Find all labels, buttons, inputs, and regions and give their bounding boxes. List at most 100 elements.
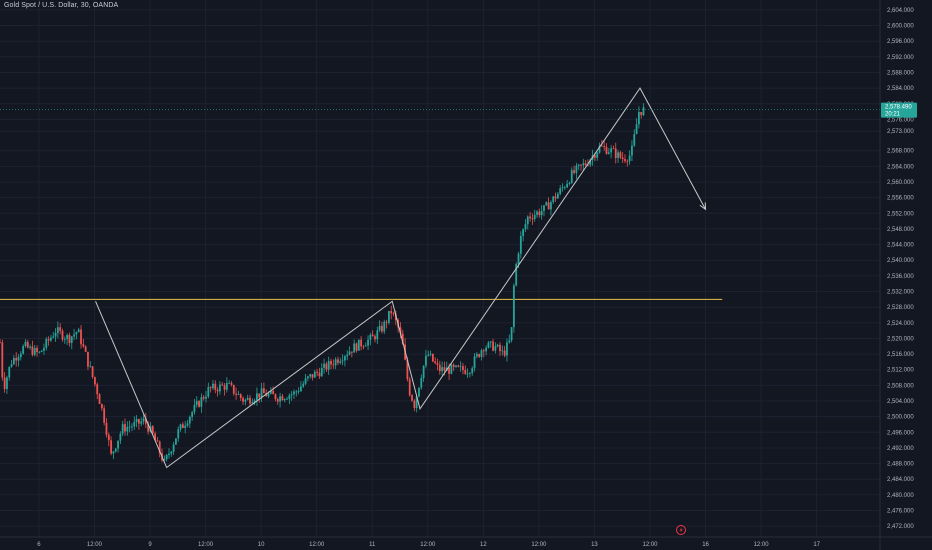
y-tick-label: 2,600.000	[887, 24, 914, 30]
y-tick-label: 2,568.000	[887, 149, 914, 155]
candle-body	[619, 152, 622, 158]
y-tick-label: 2,564.000	[887, 164, 914, 170]
candle-body	[420, 378, 423, 388]
candle-body	[607, 152, 610, 154]
candle-body	[339, 361, 342, 363]
candle-body	[415, 396, 418, 409]
candle-body	[52, 336, 55, 338]
candle-body	[286, 398, 288, 400]
y-tick-label: 2,548.000	[887, 227, 914, 233]
candle-body	[193, 404, 196, 413]
candle-body	[538, 211, 541, 216]
candle-body	[466, 373, 469, 375]
candle-body	[114, 448, 117, 452]
candle-body	[582, 163, 585, 166]
y-tick-label: 2,556.000	[887, 196, 914, 202]
candle-body	[594, 155, 596, 158]
candle-body	[501, 350, 504, 352]
candle-body	[29, 346, 31, 348]
candle-body	[554, 196, 557, 199]
candle-body	[633, 134, 636, 146]
candle-body	[198, 401, 200, 407]
candle-body	[251, 402, 254, 404]
candle-body	[117, 440, 119, 449]
candle-body	[94, 377, 96, 385]
candle-body	[91, 366, 94, 378]
y-tick-label: 2,528.000	[887, 305, 914, 311]
candle-body	[96, 384, 99, 395]
candle-body	[580, 164, 582, 166]
candle-body	[626, 160, 629, 162]
candle-body	[434, 361, 437, 364]
grid-layer	[0, 0, 880, 537]
candle-body	[209, 387, 212, 389]
candle-body	[589, 159, 592, 165]
x-tick-label: 12:00	[198, 542, 214, 548]
candle-body	[473, 356, 476, 369]
x-tick-label: 12:00	[531, 542, 547, 548]
candle-body	[621, 157, 624, 160]
candle-body	[526, 216, 529, 225]
candle-body	[36, 347, 38, 353]
candle-body	[216, 389, 219, 392]
candle-body	[249, 397, 251, 404]
y-tick-label: 2,604.000	[887, 8, 914, 14]
candle-body	[151, 426, 154, 434]
candle-body	[75, 332, 78, 335]
candle-body	[348, 351, 351, 355]
candle-body	[563, 187, 566, 189]
time-axis[interactable]: 6 12:00 9 12:00 10 12:00 11 12:00 12 12:00 13 12:00…	[0, 536, 932, 548]
candle-body	[364, 345, 367, 347]
candle-body	[385, 321, 388, 323]
candle-body	[165, 455, 168, 460]
candle-body	[487, 342, 490, 348]
candle-body	[499, 344, 501, 352]
candle-body	[637, 112, 640, 125]
candle-body	[38, 351, 41, 353]
candle-body	[306, 376, 309, 379]
y-tick-label: 2,592.000	[887, 55, 914, 61]
candle-body	[381, 325, 383, 332]
candle-body	[318, 372, 321, 377]
candle-body	[459, 366, 462, 368]
candle-body	[168, 453, 170, 456]
candle-body	[332, 364, 335, 366]
y-tick-label: 2,588.000	[887, 70, 914, 76]
candle-body	[311, 374, 314, 378]
candle-body	[140, 421, 143, 424]
candle-body	[24, 341, 27, 347]
candle-body	[316, 371, 319, 373]
candle-body	[480, 350, 483, 357]
candle-body	[230, 382, 233, 385]
x-tick-label: 12:00	[642, 542, 658, 548]
candle-body	[471, 368, 474, 374]
candle-body	[188, 416, 191, 424]
y-tick-label: 2,532.000	[887, 290, 914, 296]
y-tick-label: 2,524.000	[887, 321, 914, 327]
candle-body	[561, 187, 564, 189]
candle-body	[237, 394, 240, 396]
candle-body	[184, 425, 187, 428]
candle-body	[235, 393, 238, 395]
x-tick-label: 12:00	[420, 542, 436, 548]
candle-body	[540, 210, 543, 216]
candle-body	[374, 336, 376, 340]
candle-body	[142, 418, 145, 422]
x-tick-label: 10	[258, 542, 265, 548]
candle-body	[54, 332, 57, 337]
candle-body	[276, 399, 279, 402]
candle-body	[110, 440, 113, 454]
candle-body	[274, 394, 277, 400]
candle-body	[427, 354, 430, 356]
y-tick-label: 2,584.000	[887, 86, 914, 92]
candle-body	[181, 424, 184, 428]
candle-body	[600, 145, 603, 147]
price-axis[interactable]: 2,472.000 2,476.000 2,480.000 2,484.000 2,48…	[879, 0, 914, 550]
candle-body	[617, 152, 619, 159]
candle-body	[200, 397, 203, 407]
candle-body	[624, 159, 626, 161]
trend-drawing-layer	[95, 87, 707, 469]
candle-body	[290, 394, 293, 396]
candle-body	[494, 346, 497, 351]
